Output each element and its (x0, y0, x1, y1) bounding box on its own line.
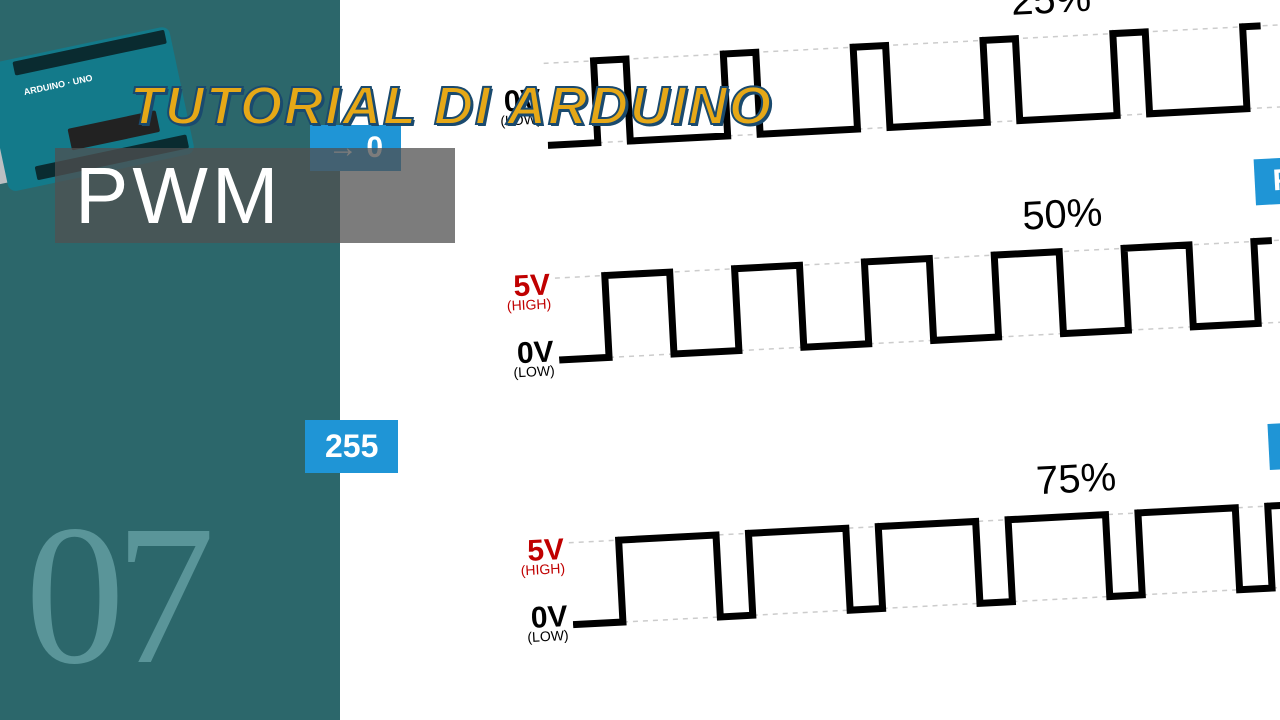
episode-number: 07 (25, 481, 205, 710)
axis-labels: 5V (HIGH) 0V (LOW) (494, 539, 569, 647)
label-high: (HIGH) (481, 295, 552, 315)
duty-percent-label: 75% (1035, 455, 1117, 504)
pwm-row-2: PWM → 191 75% 5V (HIGH) 0V (LOW) (516, 444, 1280, 681)
waveform (569, 500, 1280, 629)
label-high: (HIGH) (495, 560, 566, 580)
label-low: (LOW) (498, 627, 569, 647)
axis-labels: 5V (HIGH) 0V (LOW) (480, 274, 555, 382)
subtitle-text: PWM (75, 150, 283, 242)
tutorial-title: TUTORIAL DI ARDUINO (130, 75, 773, 137)
duty-percent-label: 50% (1021, 190, 1103, 239)
label-low: (LOW) (484, 362, 555, 382)
waveform (555, 235, 1280, 364)
pwm-badge-255-partial: 255 (305, 420, 398, 473)
pwm-value-badge: PWM → 191 (1267, 413, 1280, 470)
duty-percent-label: 25% (1010, 0, 1092, 25)
pwm-row-1: PWM → 127 50% 5V (HIGH) 0V (LOW) (502, 180, 1280, 417)
